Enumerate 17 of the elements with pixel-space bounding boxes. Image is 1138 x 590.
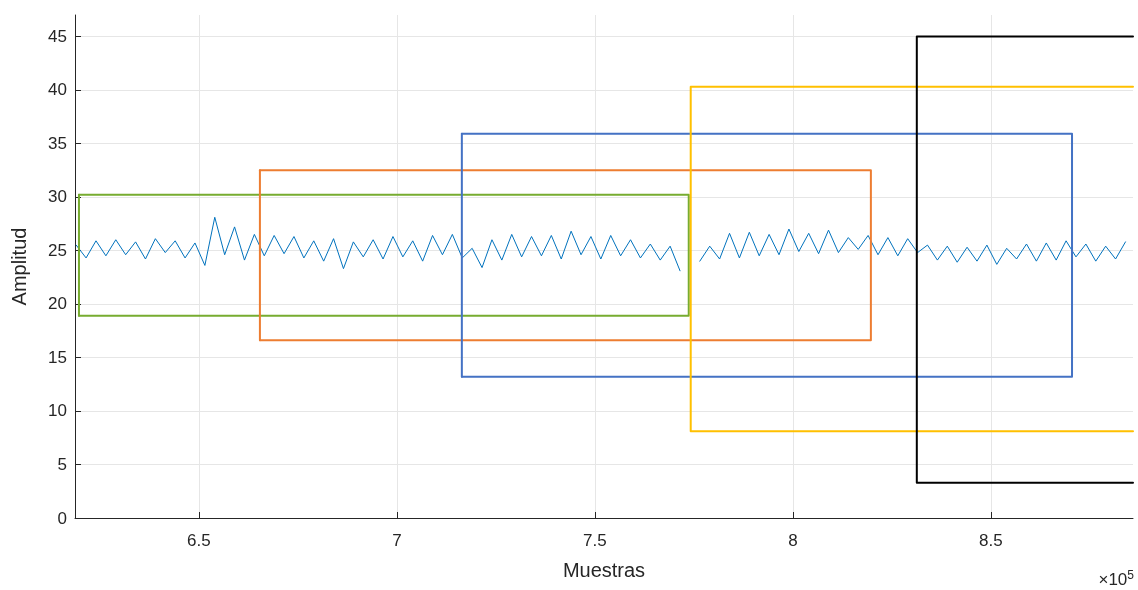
x-tick-label: 6.5: [187, 531, 211, 550]
y-tick-label: 45: [48, 26, 67, 46]
x-axis-title: Muestras: [562, 559, 646, 581]
y-tick-label: 10: [48, 401, 67, 421]
y-tick-label: 20: [48, 294, 67, 314]
x-tick-label: 7.5: [583, 531, 607, 550]
x-tick-label: 8.5: [979, 531, 1003, 550]
y-tick-label: 5: [57, 454, 67, 474]
y-tick-label: 30: [48, 187, 67, 207]
y-tick-label: 35: [48, 133, 67, 153]
y-tick-label: 15: [48, 347, 67, 367]
y-axis-title: Amplitud: [8, 227, 30, 306]
x-tick-label: 7: [392, 531, 402, 550]
x-tick-label: 8: [788, 531, 798, 550]
y-tick-label: 0: [57, 508, 67, 528]
y-tick-label: 40: [48, 80, 67, 100]
y-tick-label: 25: [48, 240, 67, 260]
